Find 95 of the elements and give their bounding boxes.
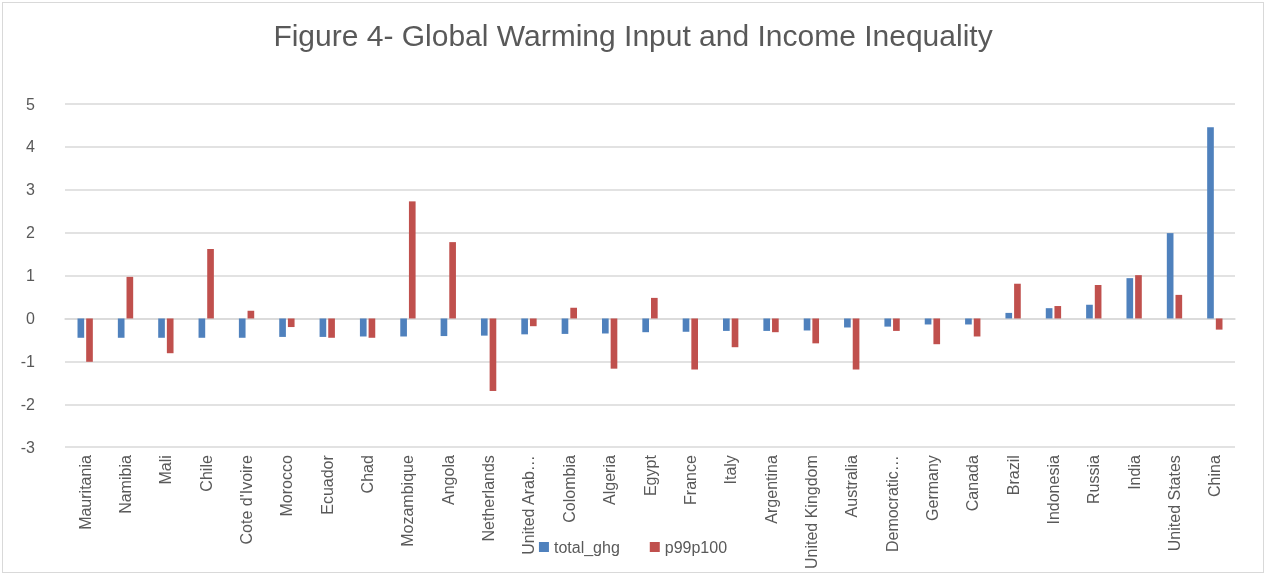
x-tick-label: Angola xyxy=(439,455,457,505)
bar xyxy=(1014,283,1021,319)
x-tick-label: Netherlands xyxy=(480,455,498,542)
bar xyxy=(601,318,609,334)
bar xyxy=(844,318,851,328)
bar xyxy=(610,318,618,369)
bar xyxy=(1207,127,1214,319)
bar xyxy=(449,242,456,319)
bar xyxy=(691,318,699,370)
bar xyxy=(1135,275,1142,319)
x-tick-label: Cote d'Ivoire xyxy=(238,455,256,545)
bar xyxy=(731,318,739,348)
x-tick-label: Chile xyxy=(197,455,215,492)
x-tick-label: Argentina xyxy=(762,455,780,524)
bar xyxy=(408,201,416,319)
y-tick-label: -3 xyxy=(20,438,36,456)
x-tick-label: Morocco xyxy=(278,455,296,517)
bar xyxy=(319,318,327,337)
bar xyxy=(933,318,941,345)
x-tick-label: Algeria xyxy=(601,455,619,505)
bar xyxy=(279,318,286,337)
y-tick-label: 0 xyxy=(26,309,36,327)
bar xyxy=(772,318,779,333)
bar xyxy=(166,318,174,354)
x-tick-label: Germany xyxy=(923,455,941,521)
bar xyxy=(682,318,690,332)
bar xyxy=(561,318,569,334)
bar xyxy=(965,318,972,325)
x-tick-label: France xyxy=(681,455,699,505)
bar xyxy=(521,318,528,335)
y-tick-label: 3 xyxy=(26,181,36,199)
bar xyxy=(893,318,900,331)
bar xyxy=(924,318,932,325)
bar xyxy=(973,318,981,337)
x-tick-label: Ecuador xyxy=(318,454,336,515)
y-tick-label: 2 xyxy=(26,224,36,242)
bar xyxy=(117,318,125,338)
bar xyxy=(884,318,892,327)
bar xyxy=(642,318,649,333)
x-tick-label: Canada xyxy=(964,455,982,512)
y-tick-label: 4 xyxy=(26,138,36,156)
chart-title: Figure 4- Global Warming Input and Income Inequality xyxy=(273,18,993,52)
bar xyxy=(1086,304,1093,319)
bar xyxy=(287,318,295,328)
bar xyxy=(77,318,85,338)
x-tick-label: Mozambique xyxy=(399,455,417,547)
legend-label: p99p100 xyxy=(664,538,728,556)
x-tick-label: Namibia xyxy=(117,455,135,514)
bar xyxy=(651,297,658,319)
bar xyxy=(1175,294,1183,319)
bar xyxy=(86,318,93,362)
bar xyxy=(198,318,206,338)
bar xyxy=(368,318,376,338)
x-tick-label: India xyxy=(1125,455,1143,490)
x-tick-label: China xyxy=(1206,455,1224,497)
y-tick-label: -2 xyxy=(20,395,36,413)
x-tick-label: Russia xyxy=(1085,455,1103,505)
x-tick-label: Egypt xyxy=(641,454,659,497)
x-tick-label: Brazil xyxy=(1004,455,1022,496)
y-tick-label: 1 xyxy=(26,267,36,285)
bar xyxy=(1166,233,1174,319)
bar xyxy=(570,307,577,319)
bar xyxy=(852,318,860,370)
bar xyxy=(803,318,811,331)
bar xyxy=(1054,306,1062,319)
bar xyxy=(158,318,165,338)
bar xyxy=(440,318,448,337)
bar xyxy=(723,318,730,331)
x-tick-label: Mali xyxy=(157,455,175,485)
legend-label: total_ghg xyxy=(553,538,620,557)
y-tick-label: 5 xyxy=(26,95,36,113)
bar xyxy=(207,248,214,319)
bar xyxy=(1215,318,1223,330)
bar xyxy=(400,318,407,337)
bar xyxy=(489,318,497,391)
bar xyxy=(480,318,488,336)
x-tick-label: Mauritania xyxy=(76,455,94,530)
x-tick-label: United Arab… xyxy=(520,455,538,555)
x-tick-label: United Kingdom xyxy=(802,455,820,569)
x-tick-label: Colombia xyxy=(560,455,578,523)
bar xyxy=(238,318,246,338)
bar xyxy=(529,318,537,327)
bar xyxy=(328,318,335,338)
y-tick-label: -1 xyxy=(20,352,36,370)
x-tick-label: Chad xyxy=(359,455,377,494)
bar xyxy=(1005,312,1013,319)
x-tick-label: Australia xyxy=(843,455,861,518)
x-tick-label: Democratic… xyxy=(883,455,901,553)
x-tick-label: Indonesia xyxy=(1044,455,1062,525)
x-tick-label: United States xyxy=(1165,455,1183,552)
x-tick-label: Italy xyxy=(722,455,740,485)
bar xyxy=(812,318,820,344)
bar xyxy=(1126,278,1134,319)
bar xyxy=(763,318,771,331)
bar xyxy=(359,318,367,337)
